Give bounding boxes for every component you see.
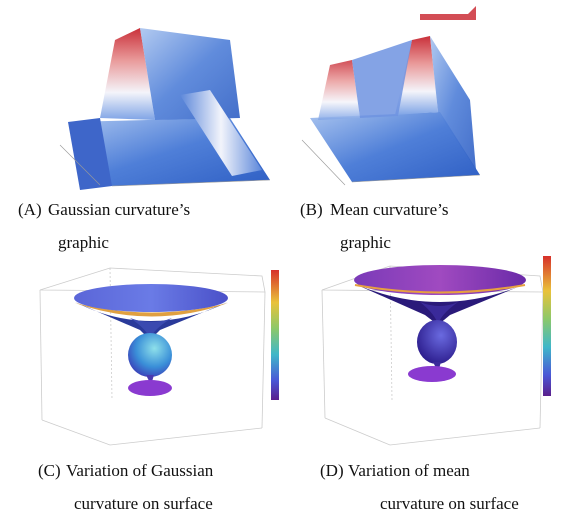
panel-label: (D) [320,461,344,480]
panel-label: (A) [18,200,42,219]
caption: Variation of Gaussian [66,461,214,480]
figure-art: (A) Gaussian curvature’s graphic (B) Mea… [0,0,566,516]
surface-c [74,270,279,400]
panel-label: (B) [300,200,323,219]
caption: graphic [58,233,109,252]
surface-d [354,256,551,396]
surface-plot-b [302,36,480,185]
caption: curvature on surface [74,494,213,513]
panel-label: (C) [38,461,61,480]
caption: Variation of mean [348,461,470,480]
caption: curvature on surface [380,494,519,513]
figure: (A) Gaussian curvature’s graphic (B) Mea… [0,0,566,516]
caption: graphic [340,233,391,252]
caption: Gaussian curvature’s [48,200,190,219]
surface-plot-a [60,28,270,190]
caption: Mean curvature’s [330,200,448,219]
decoration [420,6,476,20]
